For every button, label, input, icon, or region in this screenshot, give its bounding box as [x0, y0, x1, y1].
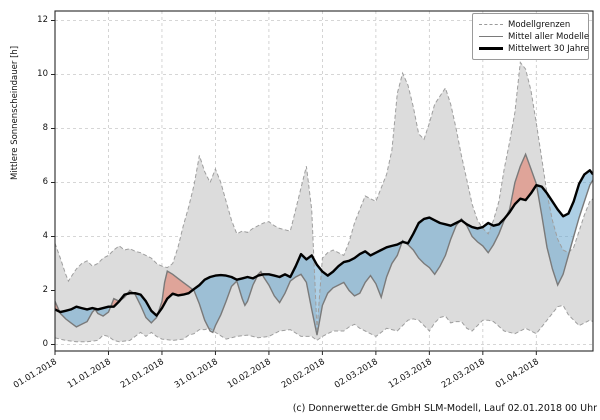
legend: Modellgrenzen Mittel aller Modelle Mitte… [472, 13, 589, 60]
model-mean-line [55, 152, 593, 336]
below-normal-fill [133, 293, 158, 323]
legend-label: Modellgrenzen [508, 19, 571, 30]
mean30-line [55, 169, 593, 317]
below-normal-fill [59, 306, 111, 327]
black-line-sample-icon [479, 47, 503, 50]
above-normal-fill [506, 154, 537, 217]
dashed-line-sample-icon [479, 24, 503, 25]
legend-item-mittel-aller-modelle: Mittel aller Modelle [479, 31, 589, 42]
below-normal-fill [193, 275, 258, 333]
legend-label: Mittelwert 30 Jahre [508, 43, 589, 54]
legend-item-modellgrenzen: Modellgrenzen [479, 19, 582, 30]
model-range-band [55, 62, 593, 342]
y-tick-label: 12 [37, 15, 48, 25]
y-tick-label: 4 [42, 231, 48, 241]
upper-bound-line [55, 61, 593, 330]
y-tick-label: 2 [42, 285, 48, 295]
below-normal-fill [405, 217, 460, 275]
y-tick-label: 0 [42, 339, 48, 349]
legend-item-mittelwert-30-jahre: Mittelwert 30 Jahre [479, 43, 589, 54]
legend-label: Mittel aller Modelle [508, 31, 590, 42]
above-normal-fill [157, 271, 194, 314]
y-tick-label: 6 [42, 177, 48, 187]
gray-line-sample-icon [479, 36, 503, 37]
plot-border [54, 10, 594, 352]
chart-caption: (c) Donnerwetter.de GmbH SLM-Modell, Lau… [292, 403, 597, 414]
y-tick-label: 10 [37, 69, 48, 79]
y-tick-label: 8 [42, 123, 48, 133]
lower-bound-line [55, 304, 593, 343]
